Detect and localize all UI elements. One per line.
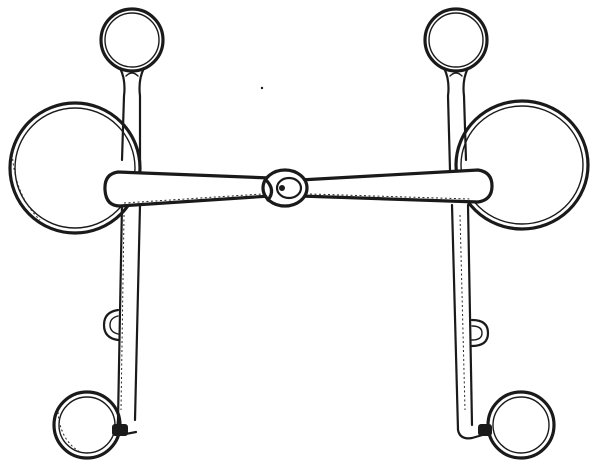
right-bottom-ring-inner	[492, 396, 550, 454]
stray-dot	[260, 86, 264, 90]
left-top-ring	[99, 7, 165, 73]
right-neck-inner	[462, 66, 470, 162]
right-shank-outer	[450, 203, 460, 432]
left-shank-outer	[116, 203, 124, 422]
right-shank-shading	[459, 214, 466, 411]
left-canon-shading	[123, 193, 263, 204]
left-shank-shading	[120, 214, 125, 411]
mouthpiece	[103, 168, 494, 208]
left-neck-outer	[118, 66, 126, 162]
left-rein-loop	[102, 308, 120, 342]
right-shank-inner	[466, 203, 474, 427]
left-ring-shading	[11, 149, 41, 221]
left-large-ring-inner	[14, 107, 136, 229]
right-bottom-ring	[486, 390, 556, 460]
center-joint-inner	[275, 176, 303, 200]
right-bottom-hook	[456, 428, 488, 440]
left-cheekpiece	[8, 7, 165, 460]
right-canon	[298, 168, 494, 204]
left-large-ring	[8, 101, 142, 235]
left-rein-loop-inner	[109, 315, 119, 335]
left-neck-inner	[138, 66, 146, 172]
right-neck-outer	[442, 66, 452, 172]
right-bottom-joint	[478, 424, 492, 436]
right-large-ring	[454, 99, 590, 231]
left-top-ring-inner	[104, 12, 160, 68]
right-rein-loop-inner	[471, 325, 483, 341]
center-joint-pin	[279, 185, 285, 191]
right-large-ring-inner	[460, 105, 584, 225]
right-top-ring	[423, 7, 489, 73]
left-neck-junction	[125, 72, 139, 77]
left-bottom-ring	[52, 390, 122, 460]
right-rein-loop	[470, 318, 490, 348]
right-cheekpiece	[423, 7, 590, 460]
left-shank-inner	[133, 203, 142, 422]
left-canon	[103, 170, 272, 208]
left-bottom-ring-inner	[58, 396, 116, 454]
center-joint-hinge	[264, 178, 274, 202]
left-bottom-joint	[112, 424, 128, 436]
right-top-ring-inner	[428, 12, 484, 68]
right-neck-junction	[449, 72, 463, 77]
